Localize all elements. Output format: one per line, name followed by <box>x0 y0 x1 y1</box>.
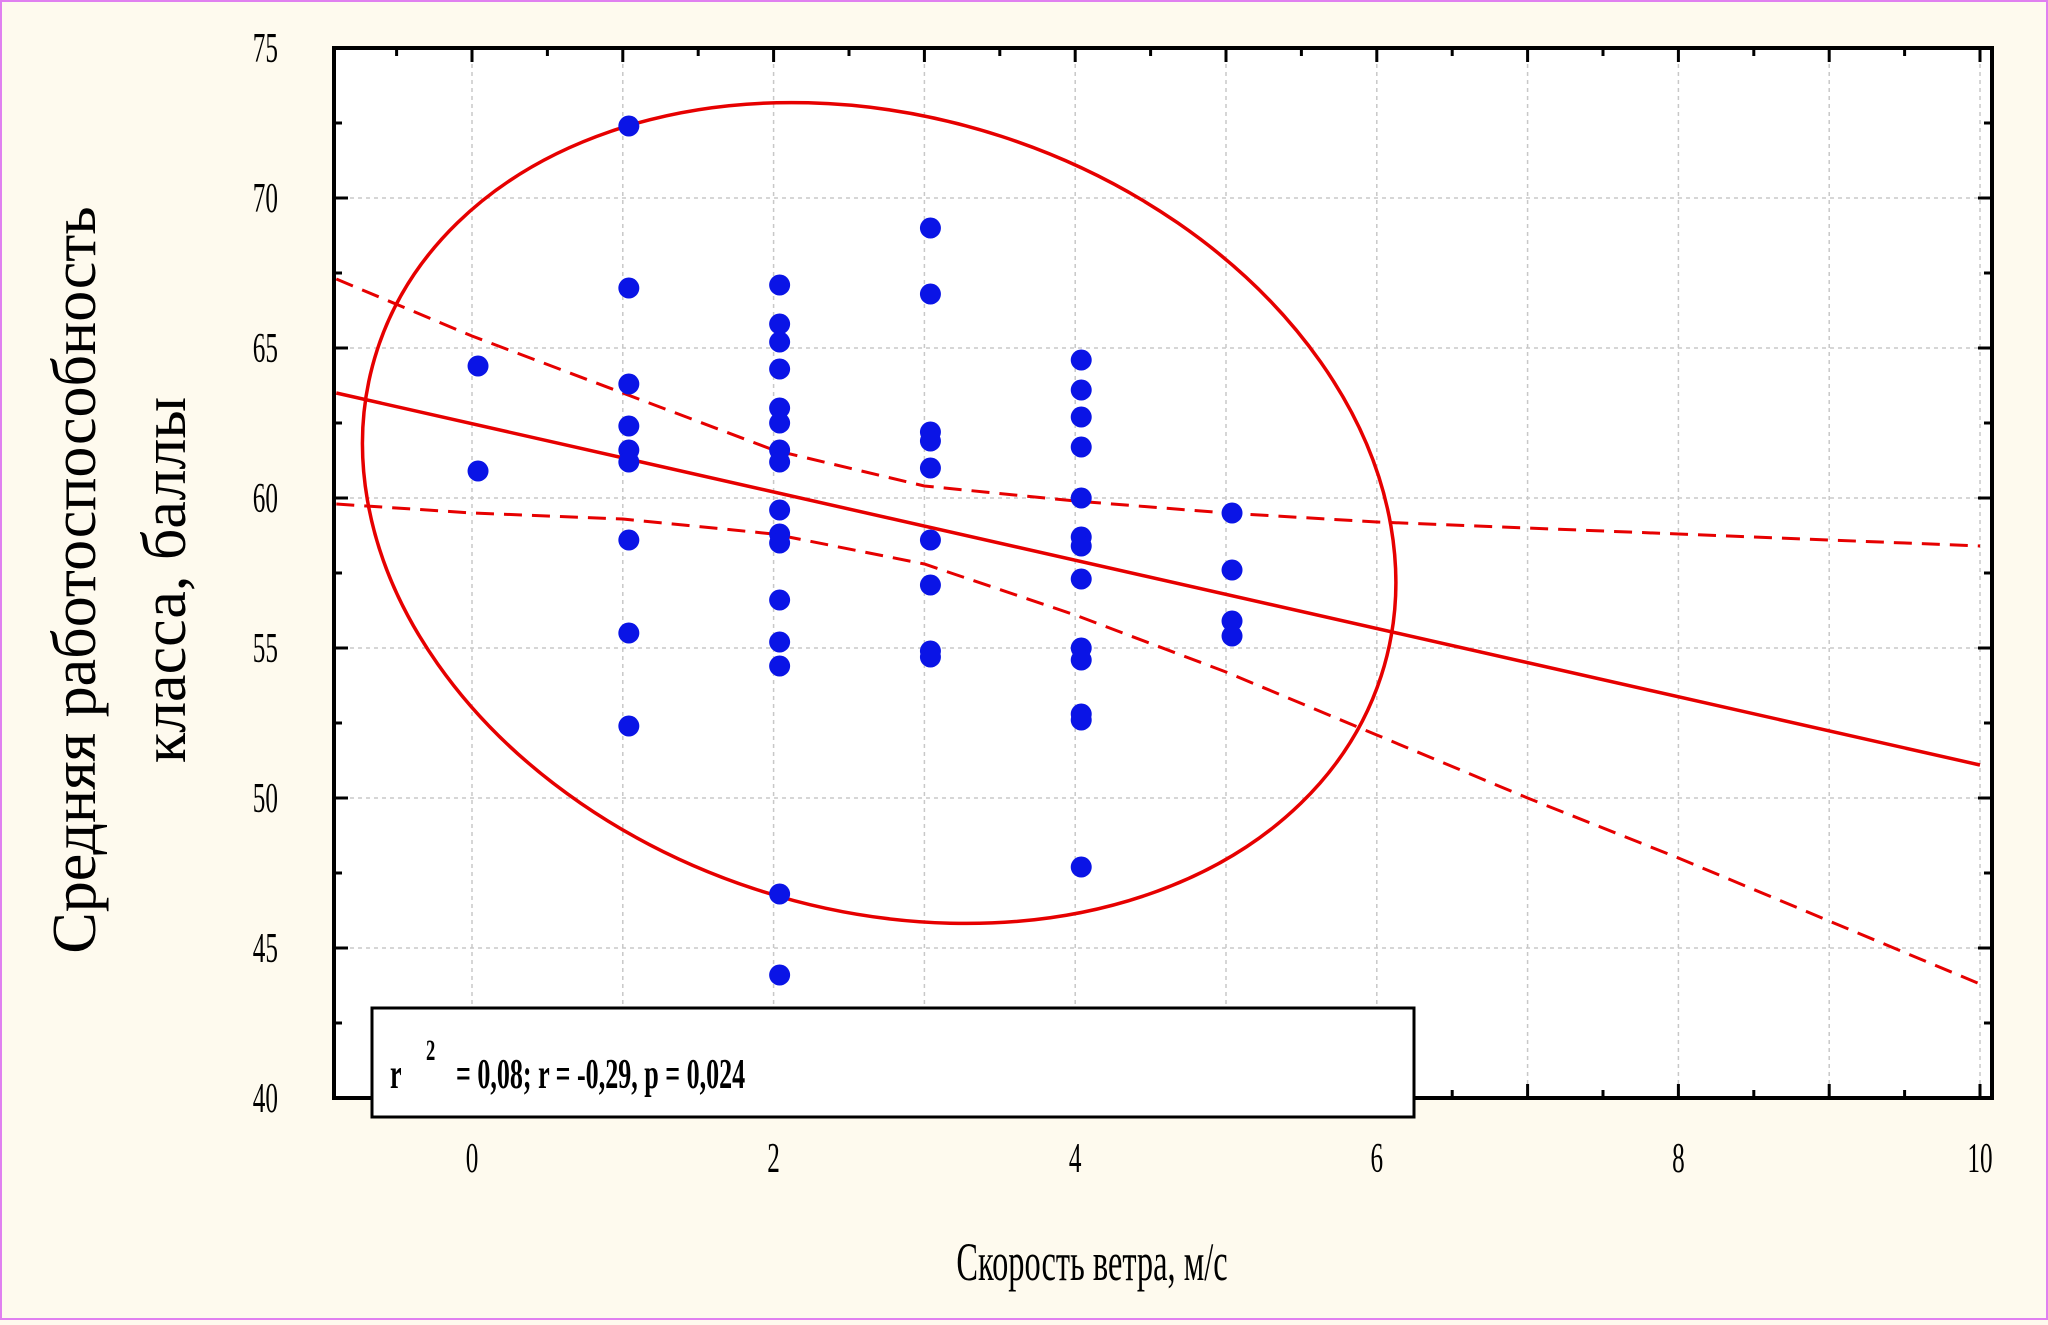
x-tick-label: 4 <box>1069 1136 1082 1182</box>
data-point <box>1221 502 1243 524</box>
data-point <box>618 115 640 137</box>
data-point <box>618 715 640 737</box>
plot-area <box>334 48 1992 1098</box>
data-point <box>1221 610 1243 632</box>
data-point <box>618 277 640 299</box>
y-axis-label-line-1: Средняя работоспособность <box>41 206 109 953</box>
data-point <box>1070 406 1092 428</box>
y-tick-label: 65 <box>253 326 278 372</box>
data-point <box>919 283 941 305</box>
data-point <box>467 355 489 377</box>
confidence-band-lower <box>336 502 1981 986</box>
data-point <box>769 397 791 419</box>
data-point <box>618 373 640 395</box>
data-point <box>1070 349 1092 371</box>
data-point <box>1070 535 1092 557</box>
grid-layer <box>334 47 1992 1099</box>
data-point <box>1070 436 1092 458</box>
data-point <box>769 274 791 296</box>
y-tick-label: 70 <box>253 176 278 222</box>
points-layer <box>467 115 1243 986</box>
data-point <box>769 313 791 335</box>
annotation-stats-text: = 0,08; r = -0,29, p = 0,024 <box>456 1051 745 1098</box>
data-point <box>618 622 640 644</box>
data-point <box>919 574 941 596</box>
data-point <box>467 460 489 482</box>
data-point <box>769 451 791 473</box>
data-point <box>1070 856 1092 878</box>
data-point <box>919 217 941 239</box>
data-point <box>919 457 941 479</box>
axis-layer: 0 2 4 6 8 10 40 45 50 55 60 65 70 75 <box>253 26 1994 1182</box>
confidence-band-upper <box>335 277 1981 548</box>
data-point <box>919 430 941 452</box>
fit-layer <box>335 100 1981 986</box>
data-point <box>769 883 791 905</box>
y-tick-label: 60 <box>253 476 278 522</box>
data-point <box>769 655 791 677</box>
data-point <box>919 646 941 668</box>
data-point <box>1221 625 1243 647</box>
y-tick-label: 50 <box>253 776 278 822</box>
x-tick-label: 8 <box>1672 1136 1685 1182</box>
y-tick-label: 45 <box>253 926 278 972</box>
annotation-box <box>370 1006 1416 1119</box>
data-point <box>769 631 791 653</box>
data-point <box>769 412 791 434</box>
data-point <box>1070 568 1092 590</box>
data-point <box>1070 487 1092 509</box>
annotation-superscript: 2 <box>426 1035 435 1067</box>
data-point <box>1221 559 1243 581</box>
data-point <box>1070 379 1092 401</box>
x-tick-label: 0 <box>466 1136 479 1182</box>
stats-annotation: r 2 = 0,08; r = -0,29, p = 0,024 <box>370 1006 1416 1119</box>
y-axis-label-line-2: класса, баллы <box>131 397 199 763</box>
data-point <box>1070 649 1092 671</box>
data-point <box>919 529 941 551</box>
y-tick-label: 40 <box>253 1076 278 1122</box>
regression-line <box>335 391 1981 767</box>
data-point <box>769 532 791 554</box>
data-point <box>769 964 791 986</box>
data-point <box>769 331 791 353</box>
x-tick-label: 2 <box>767 1136 780 1182</box>
data-point <box>618 529 640 551</box>
x-axis-label: Скорость ветра, м/с <box>956 1231 1227 1292</box>
data-point <box>769 499 791 521</box>
annotation-r-label: r <box>390 1051 402 1098</box>
confidence-ellipse <box>360 100 1398 926</box>
data-point <box>769 589 791 611</box>
data-point <box>769 358 791 380</box>
x-tick-label: 10 <box>1967 1136 1992 1182</box>
y-tick-label: 75 <box>253 26 278 72</box>
data-point <box>618 451 640 473</box>
x-tick-label: 6 <box>1371 1136 1384 1182</box>
data-point <box>618 415 640 437</box>
y-tick-label: 55 <box>253 626 278 672</box>
data-point <box>1070 709 1092 731</box>
